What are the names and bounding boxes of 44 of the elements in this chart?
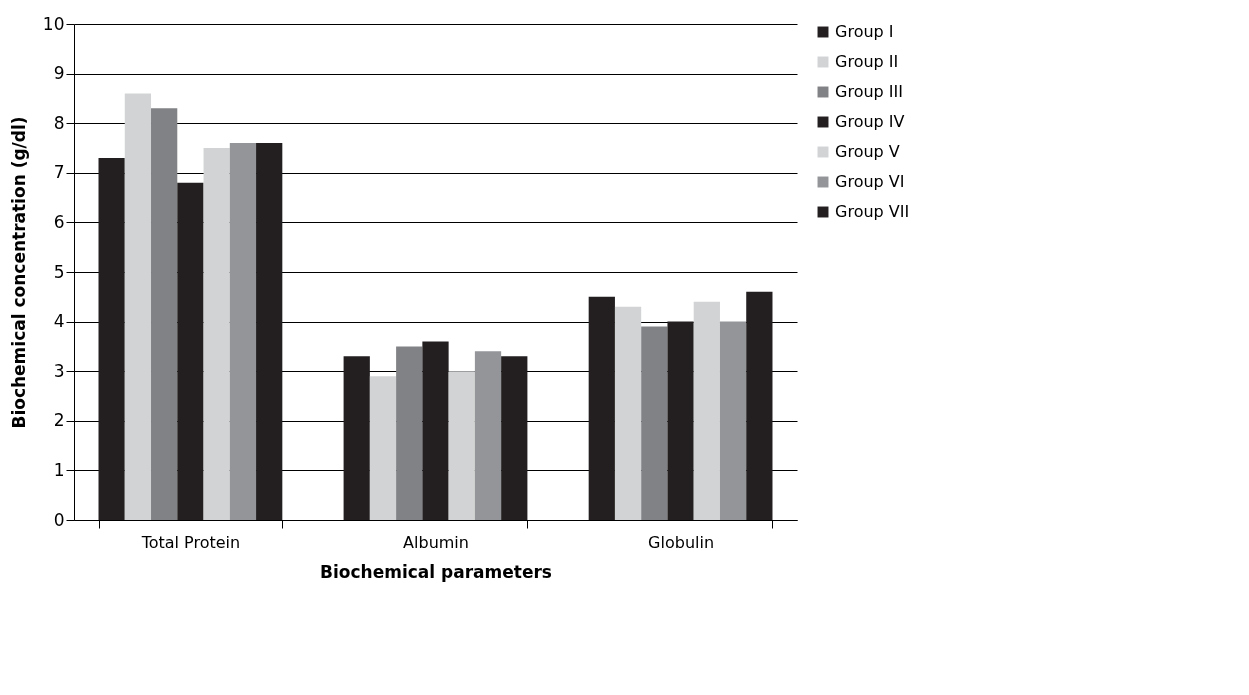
- bar: [501, 356, 528, 520]
- y-tick-label: 9: [53, 63, 65, 84]
- bar: [474, 351, 502, 520]
- x-tick-label: Albumin: [403, 532, 469, 552]
- bar: [124, 93, 152, 520]
- y-axis-title: Biochemical concentration (g/dl): [8, 116, 29, 429]
- bar: [614, 306, 642, 520]
- y-tick-label: 0: [53, 509, 65, 530]
- bar: [203, 148, 230, 520]
- bar: [719, 321, 747, 520]
- y-tick-label: 2: [53, 410, 65, 431]
- bar: [177, 182, 204, 520]
- legend-label: Group VII: [835, 202, 910, 221]
- bar: [369, 376, 397, 520]
- bar: [422, 341, 449, 520]
- bar: [396, 346, 423, 520]
- legend-label: Group III: [835, 82, 903, 101]
- y-tick-label: 5: [53, 261, 65, 282]
- x-tick-label: Total Protein: [140, 532, 241, 552]
- y-tick-label: 4: [53, 311, 65, 332]
- x-axis-title: Biochemical parameters: [320, 561, 552, 582]
- y-tick-label: 3: [53, 360, 65, 381]
- y-tick-label: 6: [53, 211, 65, 232]
- bar: [448, 371, 475, 520]
- legend-label: Group V: [835, 142, 900, 161]
- y-tick-label: 1: [53, 459, 65, 480]
- y-tick-label: 10: [42, 13, 65, 34]
- bar: [667, 321, 694, 520]
- bar: [641, 326, 668, 520]
- bar: [693, 301, 720, 520]
- bar: [746, 291, 773, 520]
- x-tick-label: Globulin: [648, 532, 715, 552]
- legend-label: Group II: [835, 52, 899, 71]
- bar: [256, 143, 283, 520]
- y-tick-label: 7: [53, 162, 65, 183]
- y-tick-label: 8: [53, 112, 65, 133]
- bar: [229, 143, 257, 520]
- legend-label: Group VI: [835, 172, 905, 191]
- legend-label: Group IV: [835, 112, 905, 131]
- bar: [588, 296, 615, 520]
- bar: [98, 157, 125, 520]
- legend-label: Group I: [835, 22, 894, 41]
- bar: [151, 108, 178, 520]
- bar: [343, 356, 370, 520]
